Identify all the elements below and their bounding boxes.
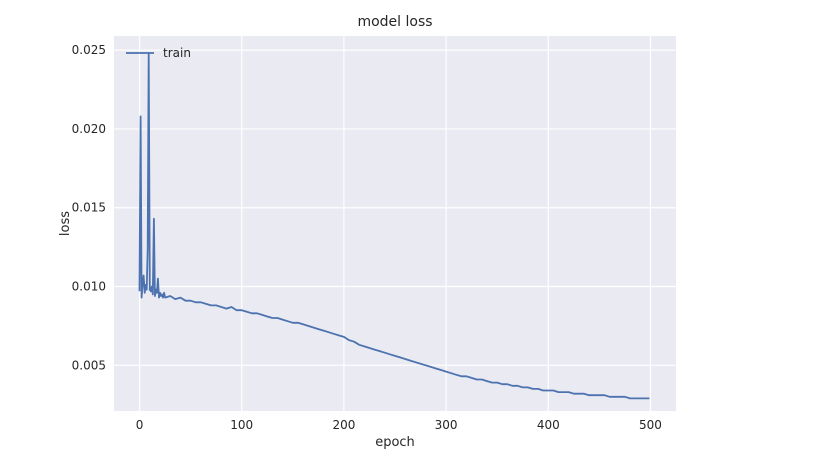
series-line-train [138,52,650,400]
legend: train [126,46,191,60]
x-tick-label: 0 [136,418,144,432]
chart-title: model loss [357,14,432,30]
y-tick-label: 0.010 [72,280,106,294]
y-tick-label: 0.015 [72,201,106,215]
x-tick-label: 300 [435,418,458,432]
y-tick-label: 0.025 [72,43,106,57]
x-axis-label: epoch [375,435,415,450]
series-layer [138,52,650,400]
grid-lines [114,36,676,411]
y-axis-label: loss [58,211,73,236]
x-tick-label: 400 [537,418,560,432]
x-tick-labels: 0 100 200 300 400 500 [136,418,662,432]
y-tick-label: 0.005 [72,358,106,372]
x-tick-label: 200 [332,418,355,432]
plot-background [114,36,676,411]
x-tick-label: 500 [639,418,662,432]
y-tick-labels: 0.005 0.010 0.015 0.020 0.025 [72,43,106,372]
y-tick-label: 0.020 [72,122,106,136]
legend-label-train: train [163,46,191,60]
x-tick-label: 100 [230,418,253,432]
